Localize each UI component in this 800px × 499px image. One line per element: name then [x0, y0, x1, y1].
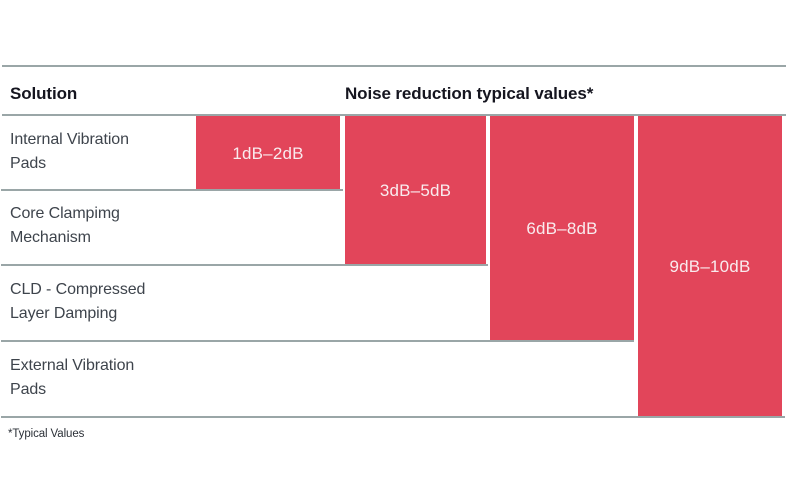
divider-row-2 [1, 264, 488, 266]
divider-bottom [1, 416, 785, 418]
solution-row-internal-vibration-pads: Internal Vibration Pads [10, 131, 129, 172]
bar-6db-8db: 6dB–8dB [490, 116, 634, 342]
divider-header [2, 114, 786, 116]
column-header-values: Noise reduction typical values* [345, 84, 594, 103]
bar-value-label: 6dB–8dB [526, 219, 598, 238]
bar-9db-10db: 9dB–10dB [638, 116, 782, 418]
bar-3db-5db: 3dB–5dB [345, 116, 486, 266]
divider-top [2, 65, 786, 67]
column-header-solution: Solution [10, 84, 78, 103]
solution-row-external-vibration-pads: External Vibration Pads [10, 357, 135, 398]
bar-value-label: 1dB–2dB [232, 143, 304, 163]
bar-value-label: 9dB–10dB [669, 257, 751, 276]
divider-row-1 [1, 189, 343, 191]
solution-row-cld-compressed-layer-damping: CLD - Compressed Layer Damping [10, 281, 146, 322]
footnote: *Typical Values [8, 428, 85, 440]
solution-row-core-clamping-mechanism: Core Clampimg Mechanism [10, 205, 120, 246]
divider-row-3 [1, 340, 634, 342]
bar-value-label: 3dB–5dB [379, 181, 452, 200]
bar-1db-2db: 1dB–2dB [196, 116, 340, 191]
